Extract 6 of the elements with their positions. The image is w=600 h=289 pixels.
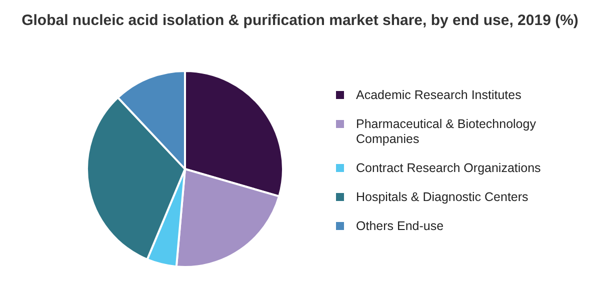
legend-label: Academic Research Institutes	[356, 88, 522, 103]
legend-label: Contract Research Organizations	[356, 161, 541, 176]
legend-label: Hospitals & Diagnostic Centers	[356, 190, 528, 205]
legend-label: Pharmaceutical & Biotechnology Companies	[356, 117, 537, 147]
chart-title: Global nucleic acid isolation & purification market share, by end use, 2019 (%)	[20, 12, 580, 29]
legend-label: Others End-use	[356, 219, 444, 234]
